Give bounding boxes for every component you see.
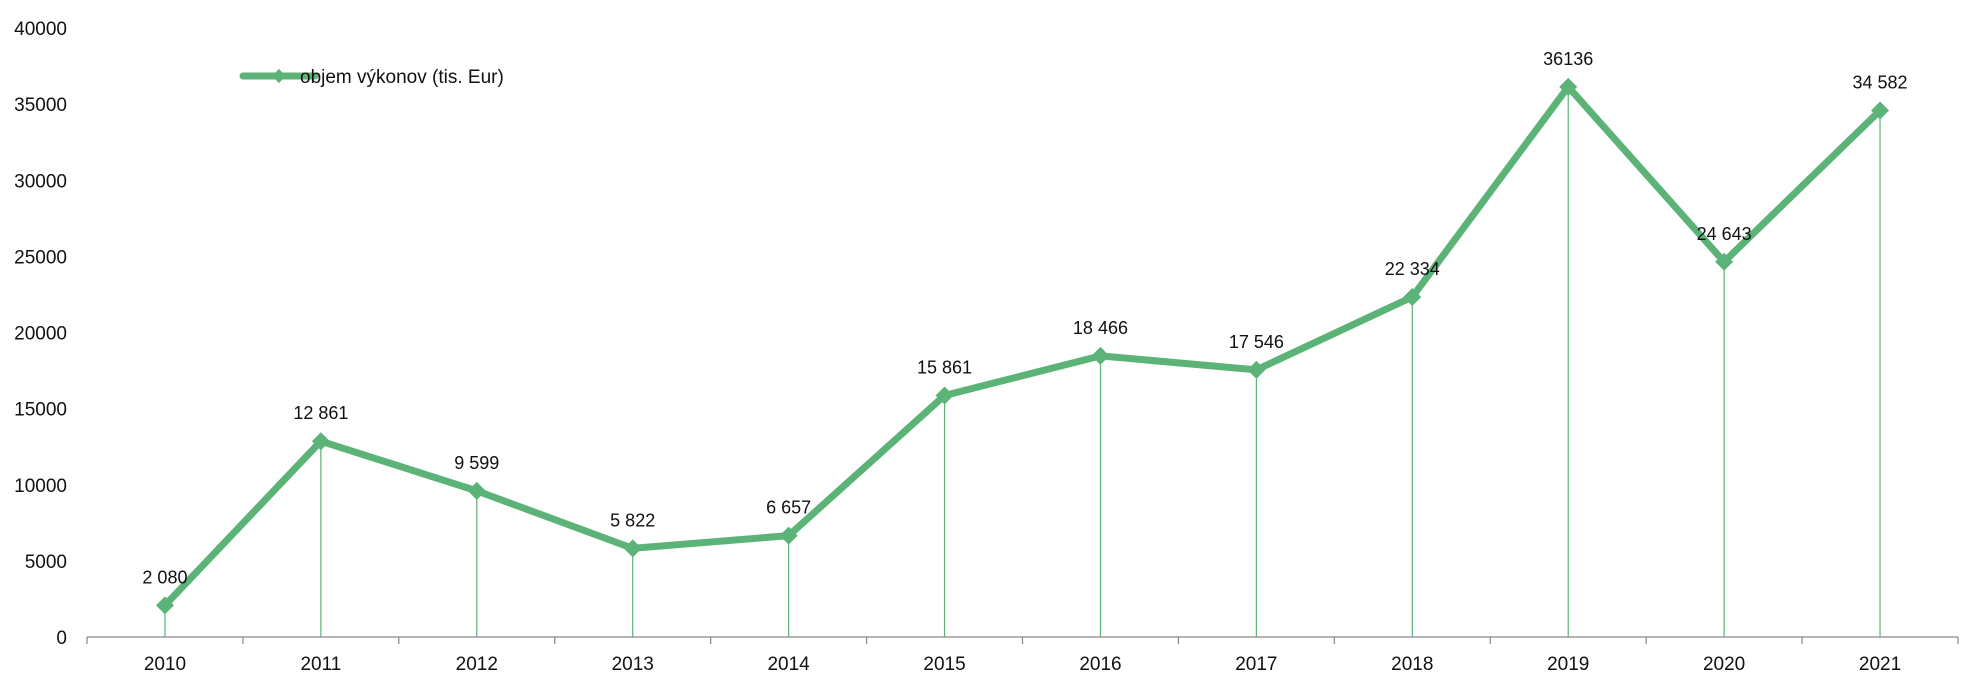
y-tick-label: 0 [56,628,67,649]
data-point-marker [467,481,486,500]
data-point-marker [1871,101,1890,120]
legend-diamond-marker [272,69,286,83]
y-tick-label: 35000 [14,95,67,116]
data-point-marker [1091,346,1110,365]
data-value-label: 12 861 [293,403,348,423]
data-point-marker [935,386,954,405]
data-point-marker [779,526,798,545]
y-axis-labels: 0 5000 10000 15000 20000 25000 30000 35000 40000 [14,19,67,649]
x-tick-label: 2021 [1859,654,1901,675]
drop-lines [164,86,1881,637]
x-tick-label: 2019 [1547,654,1589,675]
x-tick-label: 2020 [1703,654,1745,675]
data-value-label: 2 080 [142,567,187,587]
data-value-label: 18 466 [1073,318,1128,338]
x-tick-label: 2010 [144,654,186,675]
data-point-marker [623,539,642,558]
data-point-marker [1559,77,1578,96]
y-tick-label: 25000 [14,247,67,268]
x-tick-label: 2015 [923,654,965,675]
data-value-label: 6 657 [766,498,811,518]
y-tick-label: 30000 [14,171,67,192]
y-tick-label: 15000 [14,400,67,421]
legend-label: objem výkonov (tis. Eur) [300,67,504,88]
series-polyline [161,83,1884,609]
x-tick-label: 2014 [767,654,810,675]
legend: objem výkonov (tis. Eur) [239,67,504,88]
data-value-label: 15 861 [917,358,972,378]
data-value-label: 36136 [1543,49,1593,69]
data-point-marker [1403,287,1422,306]
data-value-label: 24 643 [1697,224,1752,244]
x-tick-label: 2013 [612,654,654,675]
series-line [161,83,1884,609]
x-tick-label: 2011 [300,654,341,675]
data-value-label: 9 599 [454,453,499,473]
data-value-label: 5 822 [610,510,655,530]
x-axis: 2010 2011 2012 2013 2014 2015 2016 2017 2018 2019… [86,636,1959,675]
data-markers [155,77,1890,615]
data-value-label: 22 334 [1385,259,1440,279]
y-tick-label: 5000 [25,552,67,573]
x-tick-label: 2018 [1391,654,1433,675]
data-point-marker [311,432,330,451]
x-tick-label: 2017 [1235,654,1277,675]
data-point-marker [155,596,174,615]
data-point-marker [1247,360,1266,379]
data-value-label: 17 546 [1229,332,1284,352]
y-tick-label: 20000 [14,324,67,345]
x-tick-label: 2016 [1079,654,1121,675]
x-tick-label: 2012 [456,654,498,675]
data-labels: 2 080 12 861 9 599 5 822 6 657 15 861 18 466 17… [142,49,1907,588]
y-tick-label: 10000 [14,476,67,497]
data-point-marker [1715,252,1734,271]
data-value-label: 34 582 [1853,72,1908,92]
y-tick-label: 40000 [14,19,67,40]
